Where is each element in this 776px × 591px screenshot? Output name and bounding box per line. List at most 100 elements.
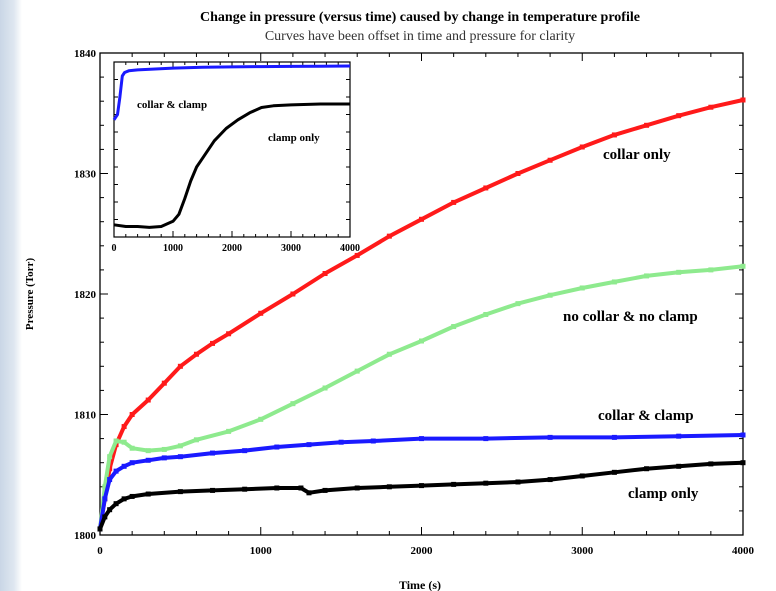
data-point: [274, 485, 280, 491]
data-series: [97, 97, 746, 532]
x-tick-label: 1000: [250, 545, 273, 557]
data-point: [145, 457, 151, 463]
data-point: [121, 424, 127, 430]
data-point: [483, 480, 489, 486]
y-axis-label: Pressure (Torr): [24, 258, 36, 331]
data-point: [451, 324, 457, 330]
data-point: [242, 448, 248, 454]
inset-x-tick-label: 1000: [163, 243, 183, 254]
data-point: [107, 477, 113, 483]
data-point: [145, 491, 151, 497]
data-point: [354, 252, 360, 258]
data-point: [547, 434, 553, 440]
data-point: [740, 432, 746, 438]
data-point: [145, 448, 151, 454]
y-tick-label: 1840: [74, 48, 97, 60]
data-point: [129, 445, 135, 451]
data-point: [708, 461, 714, 467]
data-point: [740, 97, 746, 103]
label-clamp-only: clamp only: [628, 486, 699, 502]
data-point: [740, 460, 746, 466]
data-point: [386, 351, 392, 357]
x-tick-label: 2000: [411, 545, 434, 557]
data-point: [547, 477, 553, 483]
data-point: [290, 401, 296, 407]
data-point: [611, 132, 617, 138]
x-tick-label: 4000: [732, 545, 755, 557]
data-point: [611, 279, 617, 285]
data-point: [419, 436, 424, 442]
data-point: [644, 466, 650, 472]
label-collar-clamp: collar & clamp: [598, 408, 694, 424]
data-point: [129, 493, 135, 499]
data-point: [386, 484, 392, 490]
data-point: [258, 416, 264, 422]
x-axis-label: Time (s): [399, 578, 441, 591]
inset-series: 0 1000 2000 3000 4000: [112, 62, 360, 254]
data-point: [740, 263, 746, 269]
x-tick-label: 3000: [571, 545, 594, 557]
data-point: [515, 479, 521, 485]
data-point: [515, 171, 521, 176]
data-point: [298, 485, 304, 491]
data-point: [113, 501, 119, 507]
y-tick-label: 1810: [74, 410, 97, 422]
inset-x-tick-label: 3000: [281, 243, 301, 254]
data-point: [386, 233, 392, 239]
data-point: [210, 450, 216, 456]
data-point: [322, 271, 328, 277]
inset-series-line: [112, 64, 351, 121]
data-point: [226, 428, 232, 434]
data-point: [676, 113, 682, 119]
data-point: [145, 397, 151, 403]
data-point: [113, 438, 119, 444]
series-line: [98, 98, 745, 531]
data-point: [338, 439, 344, 445]
series-clamp-only: [97, 460, 746, 532]
data-point: [547, 157, 553, 163]
data-point: [97, 526, 103, 532]
data-point: [177, 489, 183, 495]
data-point: [102, 484, 108, 490]
data-point: [611, 434, 617, 440]
data-point: [113, 468, 119, 474]
data-point: [547, 292, 553, 298]
inset-label-collar-clamp: collar & clamp: [137, 99, 207, 111]
data-point: [370, 438, 376, 444]
data-point: [676, 269, 682, 275]
data-point: [193, 437, 199, 443]
data-point: [483, 185, 489, 191]
data-point: [579, 144, 585, 150]
data-point: [611, 469, 617, 475]
data-point: [708, 104, 714, 110]
inset-plot-area: [113, 61, 351, 238]
inset-x-tick-label: 2000: [222, 243, 242, 254]
data-point: [419, 483, 424, 489]
data-point: [121, 463, 127, 469]
chart-subtitle: Curves have been offset in time and pres…: [265, 29, 575, 44]
inset-label-clamp-only: clamp only: [268, 132, 320, 144]
y-tick-label: 1800: [74, 530, 97, 542]
inset-series-line: [113, 102, 350, 229]
data-point: [676, 433, 682, 439]
data-point: [177, 443, 183, 449]
data-point: [177, 363, 183, 369]
data-point: [210, 340, 216, 346]
data-point: [515, 301, 521, 307]
data-point: [129, 412, 135, 417]
data-point: [306, 490, 312, 496]
data-point: [102, 496, 108, 502]
inset-x-tick-label: 4000: [340, 243, 360, 254]
data-point: [644, 273, 650, 279]
y-tick-label: 1830: [74, 169, 97, 181]
data-point: [451, 481, 457, 487]
data-point: [676, 463, 682, 469]
data-point: [107, 507, 113, 513]
data-point: [579, 285, 585, 291]
data-point: [451, 199, 457, 205]
data-point: [644, 122, 650, 128]
data-point: [226, 331, 232, 337]
data-point: [290, 291, 296, 297]
data-point: [177, 454, 183, 460]
